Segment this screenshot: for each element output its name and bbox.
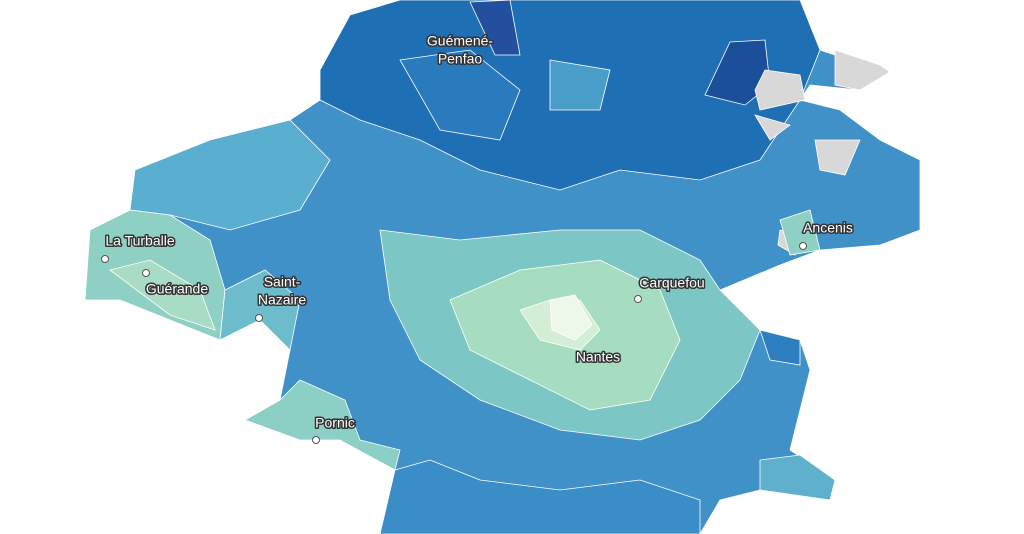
- no-data: [834, 49, 891, 91]
- north-zone: [399, 49, 521, 141]
- communes: [84, 0, 921, 534]
- no-data: [754, 114, 791, 141]
- place-label: Carquefou: [639, 275, 704, 291]
- no-data: [814, 139, 861, 176]
- place-label: Nantes: [576, 349, 620, 365]
- place-label: Guémené-: [427, 33, 493, 49]
- nantes-center: [549, 294, 593, 341]
- place-dot: [634, 295, 642, 303]
- east-zone: [759, 454, 836, 501]
- north-zone: [549, 59, 611, 111]
- south-zone: [379, 459, 701, 534]
- east-zone: [759, 329, 801, 366]
- no-data: [754, 69, 806, 111]
- place-label: Pornic: [315, 415, 355, 431]
- place-dot: [799, 242, 807, 250]
- place-label: Nazaire: [258, 292, 306, 308]
- place-dot: [255, 314, 263, 322]
- place-labels: Guémené- Penfao La Turballe Guérande Saint- N…: [101, 31, 854, 444]
- place-label: Ancenis: [803, 220, 853, 236]
- place-dot: [142, 269, 150, 277]
- place-label: La Turballe: [105, 233, 174, 249]
- coast-zone: [109, 259, 216, 331]
- place-dot: [312, 436, 320, 444]
- place-label: Saint-: [264, 274, 301, 290]
- dark-commune: [469, 0, 521, 56]
- place-dot: [101, 255, 109, 263]
- place-label: Guérande: [146, 281, 208, 297]
- saint-nazaire-zone: [219, 269, 301, 351]
- ancenis-zone: [779, 209, 821, 256]
- place-label: Penfao: [438, 51, 483, 67]
